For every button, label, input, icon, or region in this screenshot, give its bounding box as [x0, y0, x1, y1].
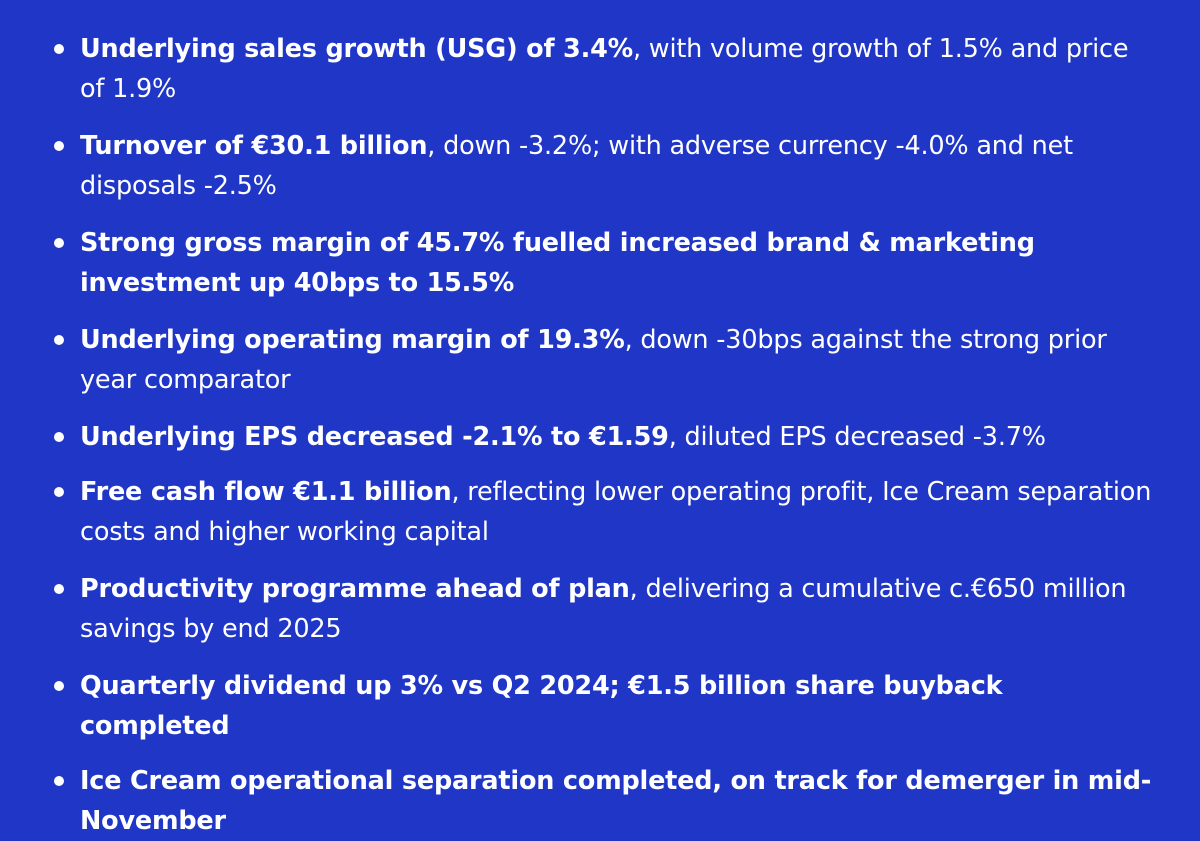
highlight-bold-text: Quarterly dividend up 3% vs Q2 2024; €1.… [80, 671, 1003, 741]
highlight-bold-text: Turnover of €30.1 billion [80, 131, 428, 161]
highlight-bold-text: Underlying EPS decreased -2.1% to €1.59 [80, 422, 669, 452]
highlight-item-productivity: Productivity programme ahead of plan, de… [52, 569, 1160, 649]
highlight-bold-text: Underlying operating margin of 19.3% [80, 325, 625, 355]
highlight-item-dividend: Quarterly dividend up 3% vs Q2 2024; €1.… [52, 666, 1160, 746]
highlight-detail-text: , down -30bps against the strong prior y… [80, 325, 1107, 395]
highlights-list: Underlying sales growth (USG) of 3.4%, w… [52, 29, 1160, 841]
highlight-detail-text: , reflecting lower operating profit, Ice… [80, 477, 1152, 547]
highlight-bold-text: Free cash flow €1.1 billion [80, 477, 452, 507]
highlight-item-eps: Underlying EPS decreased -2.1% to €1.59,… [52, 417, 1160, 457]
bullet-dot-icon [54, 335, 64, 345]
bullet-dot-icon [54, 432, 64, 442]
bullet-dot-icon [54, 584, 64, 594]
highlight-detail-text: , down -3.2%; with adverse currency -4.0… [80, 131, 1073, 201]
highlight-bold-text: Strong gross margin of 45.7% fuelled inc… [80, 228, 1035, 298]
highlight-item-gross-margin: Strong gross margin of 45.7% fuelled inc… [52, 223, 1160, 303]
highlight-detail-text: , delivering a cumulative c.€650 million… [80, 574, 1127, 644]
highlight-item-ice-cream: Ice Cream operational separation complet… [52, 761, 1160, 841]
bullet-dot-icon [54, 776, 64, 786]
bullet-dot-icon [54, 681, 64, 691]
bullet-dot-icon [54, 44, 64, 54]
highlight-detail-text: , with volume growth of 1.5% and price o… [80, 34, 1129, 104]
bullet-dot-icon [54, 141, 64, 151]
bullet-dot-icon [54, 487, 64, 497]
highlight-bold-text: Ice Cream operational separation complet… [80, 766, 1152, 836]
highlight-item-turnover: Turnover of €30.1 billion, down -3.2%; w… [52, 126, 1160, 206]
highlight-item-free-cash-flow: Free cash flow €1.1 billion, reflecting … [52, 472, 1160, 552]
highlight-bold-text: Underlying sales growth (USG) of 3.4% [80, 34, 633, 64]
highlight-item-usg: Underlying sales growth (USG) of 3.4%, w… [52, 29, 1160, 109]
highlight-item-operating-margin: Underlying operating margin of 19.3%, do… [52, 320, 1160, 400]
highlight-detail-text: , diluted EPS decreased -3.7% [668, 422, 1046, 452]
bullet-dot-icon [54, 238, 64, 248]
highlight-bold-text: Productivity programme ahead of plan [80, 574, 630, 604]
